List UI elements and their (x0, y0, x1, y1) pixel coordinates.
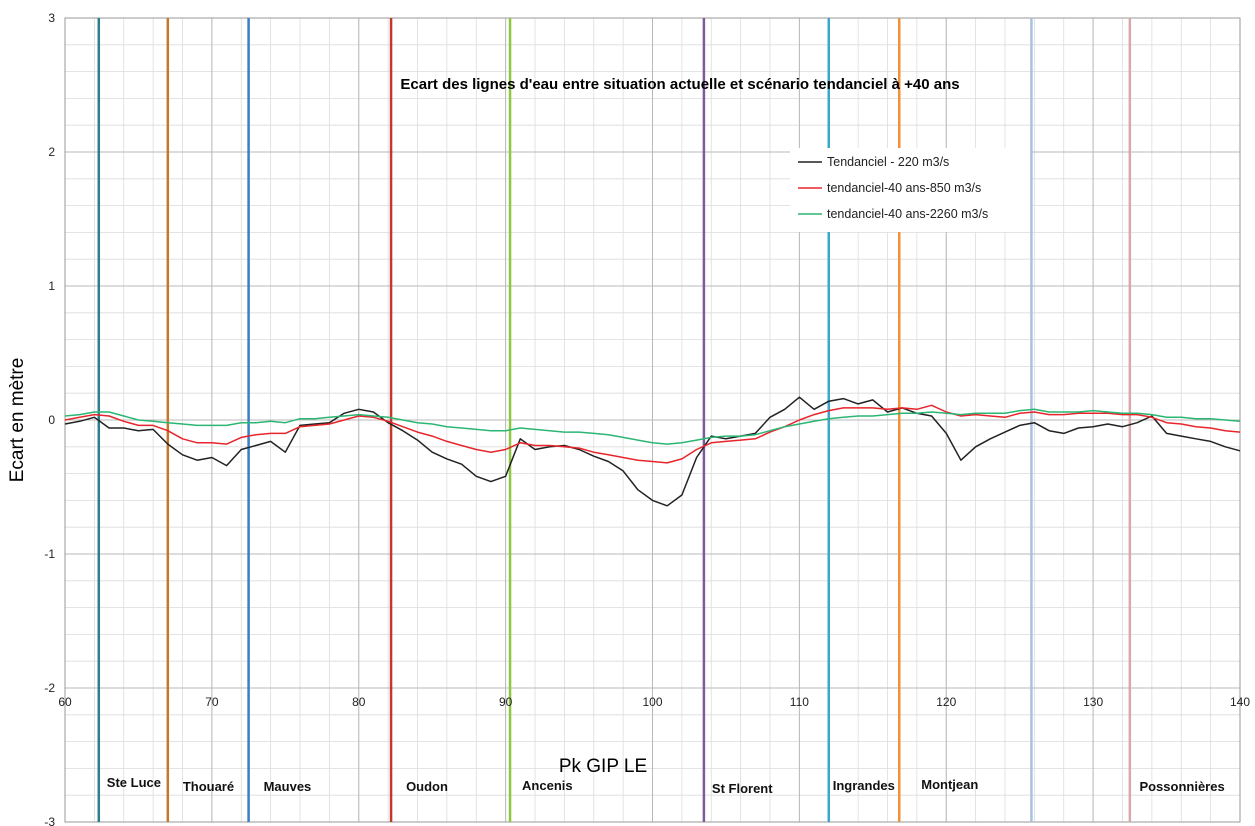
x-tick-label: 70 (205, 695, 219, 709)
x-tick-label: 110 (790, 695, 809, 709)
chart-title: Ecart des lignes d'eau entre situation a… (400, 76, 959, 93)
series-lines (64, 396, 1241, 507)
place-labels: Ste Luce Thouaré Mauves Oudon Ancenis St Flor… (107, 775, 1225, 796)
x-tick-label: 120 (936, 695, 956, 709)
legend-label-2: tendanciel-40 ans-2260 m3/s (827, 207, 988, 221)
x-tick-label: 90 (499, 695, 513, 709)
y-tick-label: 2 (48, 145, 55, 159)
x-tick-labels: 60 70 80 90 100 110 120 130 140 (58, 695, 1250, 709)
place-label-1: Thouaré (183, 779, 234, 794)
place-label-0: Ste Luce (107, 775, 161, 790)
x-axis-label: Pk GIP LE (559, 756, 647, 777)
place-label-2: Mauves (264, 779, 312, 794)
y-tick-labels: 3 2 1 0 -1 -2 -3 (44, 11, 55, 826)
x-tick-label: 80 (352, 695, 366, 709)
x-tick-label: 130 (1083, 695, 1103, 709)
legend-label-1: tendanciel-40 ans-850 m3/s (827, 181, 981, 195)
x-tick-label: 100 (642, 695, 662, 709)
y-tick-label: -3 (44, 815, 55, 826)
series-line-2 (64, 408, 1241, 445)
series-line-1 (64, 404, 1241, 464)
y-tick-label: 0 (48, 413, 55, 427)
x-tick-label: 60 (58, 695, 72, 709)
y-tick-label: -2 (44, 681, 55, 695)
place-label-4: Ancenis (522, 778, 573, 793)
place-label-3: Oudon (406, 779, 448, 794)
series-line-0 (64, 396, 1241, 507)
place-label-5: St Florent (712, 781, 773, 796)
y-tick-label: 1 (48, 279, 55, 293)
y-axis-label: Ecart en mètre (7, 358, 28, 483)
legend-box (790, 148, 1030, 232)
y-tick-label: -1 (44, 547, 55, 561)
x-tick-label: 140 (1230, 695, 1250, 709)
place-label-8: Possonnières (1139, 779, 1224, 794)
legend-label-0: Tendanciel - 220 m3/s (827, 155, 949, 169)
place-label-7: Montjean (921, 777, 978, 792)
y-tick-label: 3 (48, 11, 55, 25)
place-label-6: Ingrandes (833, 778, 895, 793)
legend: Tendanciel - 220 m3/s tendanciel-40 ans-… (790, 148, 1030, 232)
